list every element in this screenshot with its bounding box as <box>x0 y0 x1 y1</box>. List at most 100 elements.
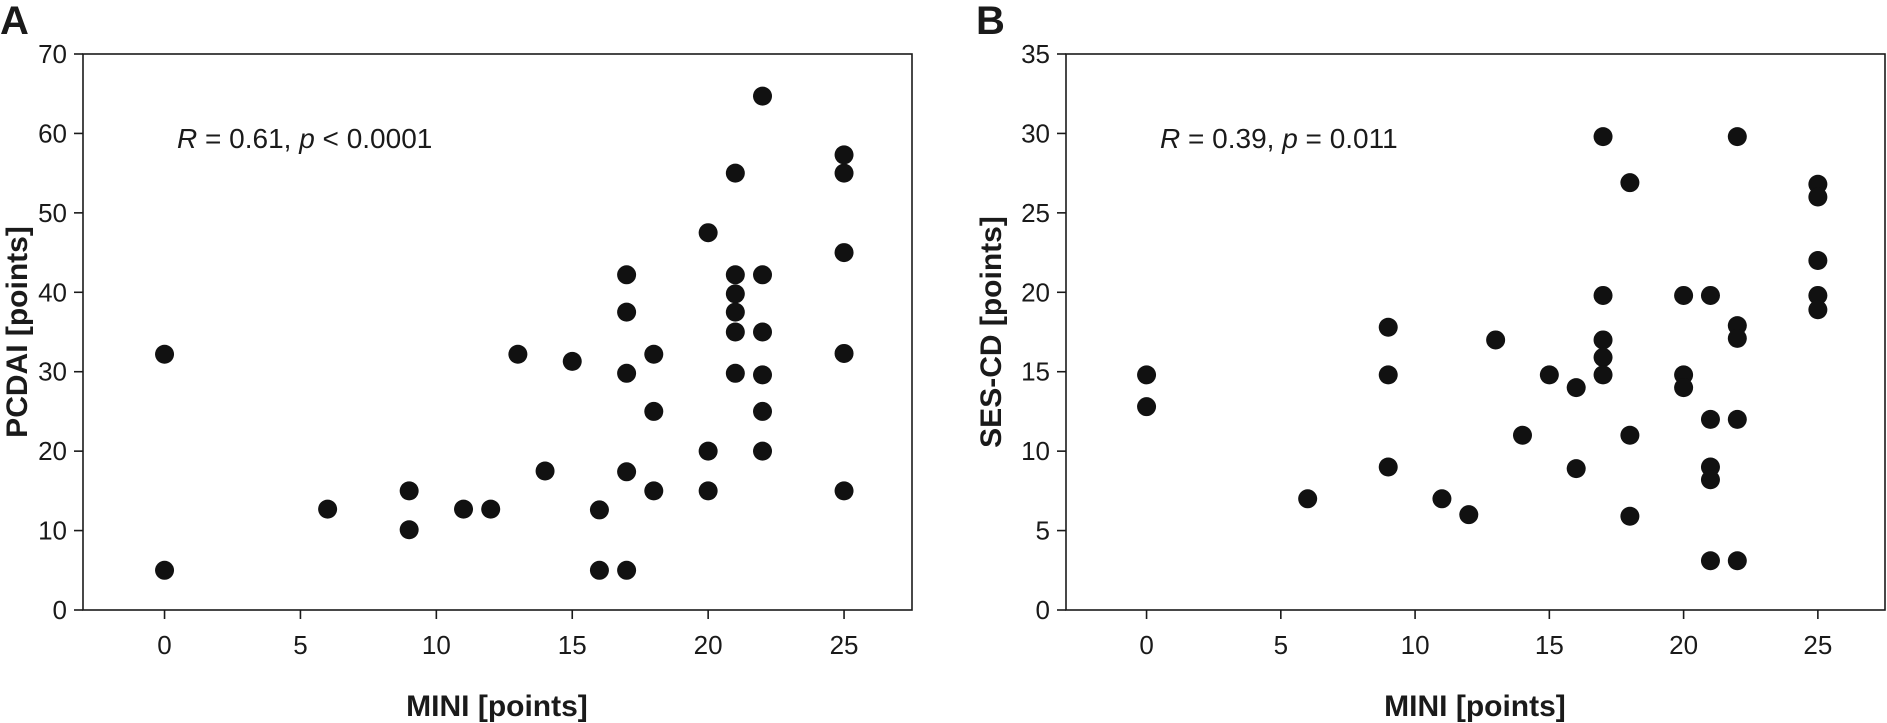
data-point <box>725 284 745 304</box>
y-tick-label: 0 <box>53 595 67 625</box>
data-point <box>1432 489 1452 509</box>
data-point <box>1727 551 1747 571</box>
data-point <box>562 351 582 371</box>
x-tick-label: 0 <box>157 630 171 660</box>
data-point <box>1378 365 1398 385</box>
data-point <box>1674 285 1694 305</box>
data-point <box>617 363 637 383</box>
plot-frame <box>1065 53 1886 611</box>
data-point <box>617 462 637 482</box>
data-point <box>589 500 609 520</box>
data-point <box>834 145 854 165</box>
data-point <box>1727 328 1747 348</box>
panel-a: A R = 0.61, p < 0.0001 0 5 10 15 20 25 0 10 20 30… <box>0 0 913 723</box>
y-axis-label: SES-CD [points] <box>975 216 1008 448</box>
x-tick-label: 15 <box>558 630 587 660</box>
data-point <box>698 223 718 243</box>
x-tick-label: 5 <box>1274 630 1288 660</box>
data-point <box>399 520 419 540</box>
data-point <box>753 265 773 285</box>
data-point <box>155 344 175 364</box>
data-point <box>1378 317 1398 337</box>
data-point <box>1459 505 1479 525</box>
data-point <box>725 265 745 285</box>
y-tick-label: 50 <box>38 198 67 228</box>
y-tick-label: 30 <box>1021 118 1050 148</box>
data-point <box>1593 127 1613 147</box>
data-point <box>644 401 664 421</box>
data-point <box>725 302 745 322</box>
panel-b: B R = 0.39, p = 0.011 0 5 10 15 20 25 0 5 10 15 20… <box>975 0 1886 723</box>
data-point <box>1512 425 1532 445</box>
tick-group: 0 5 10 15 20 25 0 5 10 15 20 25 30 35 <box>1021 39 1832 660</box>
y-tick-label: 35 <box>1021 39 1050 69</box>
data-point <box>1566 459 1586 479</box>
data-point <box>1539 365 1559 385</box>
data-point <box>1298 489 1318 509</box>
x-tick-label: 25 <box>830 630 859 660</box>
data-point <box>644 481 664 501</box>
y-axis-label: PCDAI [points] <box>1 226 34 438</box>
data-point <box>753 322 773 342</box>
data-point <box>1620 425 1640 445</box>
y-tick-label: 5 <box>1036 516 1050 546</box>
data-point <box>834 481 854 501</box>
data-point <box>1727 409 1747 429</box>
data-point <box>535 461 555 481</box>
data-point <box>454 499 474 519</box>
data-point <box>1674 378 1694 398</box>
data-point <box>1700 470 1720 490</box>
data-point <box>1620 173 1640 193</box>
panel-letter: A <box>0 0 29 43</box>
data-point <box>834 343 854 363</box>
x-axis-label: MINI [points] <box>406 690 588 723</box>
points-group <box>1137 127 1828 571</box>
data-point <box>318 499 338 519</box>
data-point <box>155 560 175 580</box>
data-point <box>1593 285 1613 305</box>
tick-group: 0 5 10 15 20 25 0 10 20 30 40 50 60 70 <box>38 39 858 660</box>
data-point <box>1593 365 1613 385</box>
panel-letter: B <box>976 0 1005 43</box>
data-point <box>753 86 773 106</box>
data-point <box>725 163 745 183</box>
x-tick-label: 10 <box>1401 630 1430 660</box>
data-point <box>1808 251 1828 271</box>
data-point <box>1566 378 1586 398</box>
data-point <box>481 499 501 519</box>
data-point <box>617 560 637 580</box>
x-tick-label: 15 <box>1535 630 1564 660</box>
data-point <box>399 481 419 501</box>
y-tick-label: 60 <box>38 118 67 148</box>
correlation-annotation: R = 0.61, p < 0.0001 <box>177 123 432 154</box>
correlation-annotation: R = 0.39, p = 0.011 <box>1160 123 1398 154</box>
data-point <box>1700 285 1720 305</box>
y-tick-label: 10 <box>38 516 67 546</box>
x-tick-label: 20 <box>1669 630 1698 660</box>
y-tick-label: 0 <box>1036 595 1050 625</box>
data-point <box>725 363 745 383</box>
data-point <box>834 163 854 183</box>
data-point <box>753 441 773 461</box>
data-point <box>1700 409 1720 429</box>
data-point <box>1620 506 1640 526</box>
data-point <box>834 243 854 263</box>
data-point <box>753 365 773 385</box>
data-point <box>1486 330 1506 350</box>
data-point <box>698 441 718 461</box>
data-point <box>1593 330 1613 350</box>
x-tick-label: 0 <box>1139 630 1153 660</box>
y-tick-label: 70 <box>38 39 67 69</box>
data-point <box>753 401 773 421</box>
data-point <box>617 265 637 285</box>
x-axis-label: MINI [points] <box>1384 690 1566 723</box>
x-tick-label: 20 <box>694 630 723 660</box>
data-point <box>1593 347 1613 367</box>
y-tick-label: 20 <box>1021 277 1050 307</box>
data-point <box>644 344 664 364</box>
y-tick-label: 30 <box>38 357 67 387</box>
data-point <box>725 322 745 342</box>
data-point <box>508 344 528 364</box>
data-point <box>1808 187 1828 207</box>
